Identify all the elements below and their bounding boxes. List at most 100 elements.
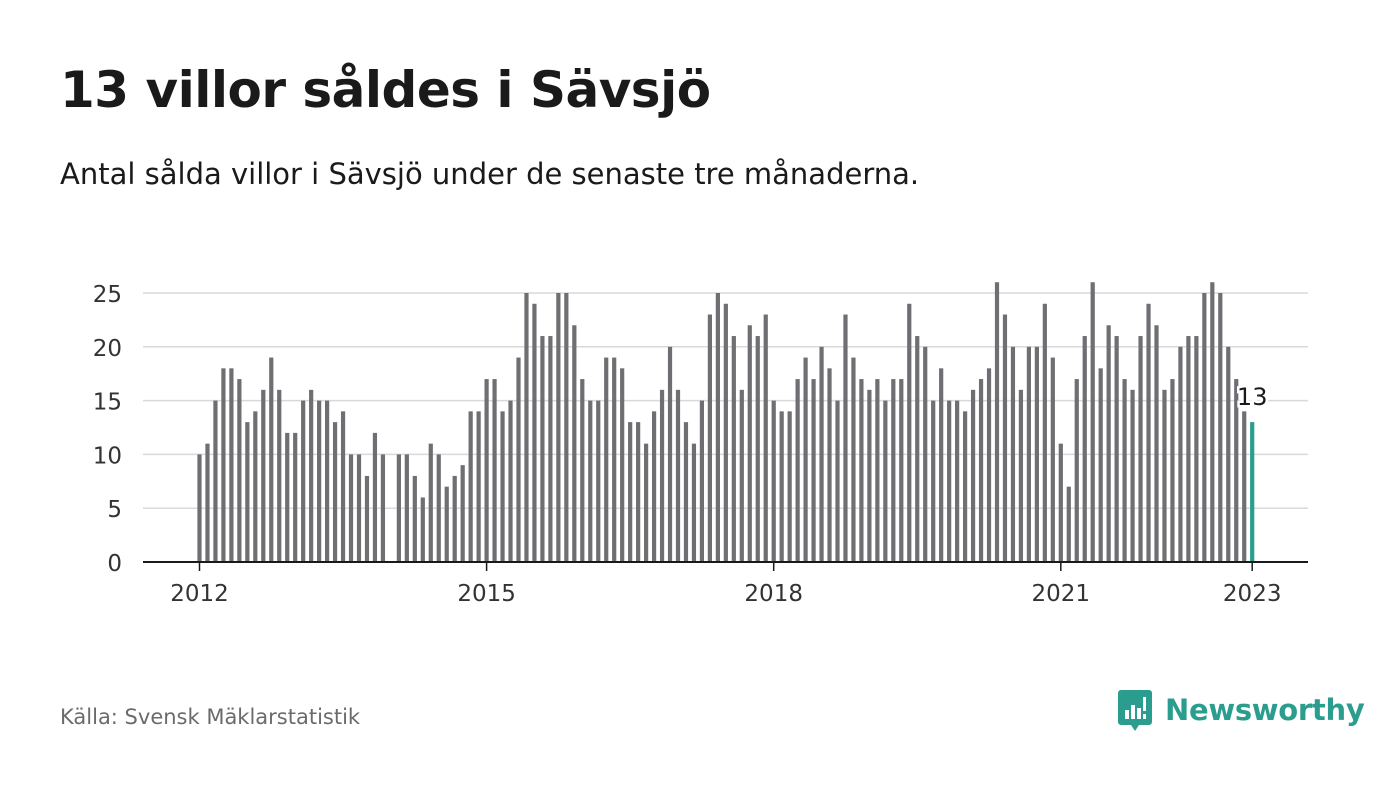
bar — [420, 497, 425, 562]
bar — [931, 400, 936, 562]
bar — [1026, 346, 1031, 562]
bar — [1066, 486, 1071, 562]
bar — [500, 411, 505, 562]
bar — [1218, 293, 1223, 562]
bar — [747, 325, 752, 562]
bar — [986, 368, 992, 562]
bar — [994, 282, 1000, 562]
bar — [628, 422, 633, 562]
bar — [667, 346, 673, 562]
bar — [372, 432, 378, 562]
bar — [309, 389, 314, 562]
bar — [380, 454, 386, 562]
bar — [604, 357, 609, 562]
bar — [197, 454, 202, 562]
bar — [691, 443, 697, 562]
bar — [364, 475, 370, 562]
axes: 0 5 10 15 20 25 2012 2015 2018 2021 2023 13 — [93, 282, 1308, 607]
bar — [1178, 346, 1183, 562]
bar — [1058, 443, 1063, 562]
bar — [1018, 389, 1024, 562]
bar — [580, 379, 585, 562]
bar — [1034, 346, 1039, 562]
bar — [340, 411, 346, 562]
bar — [508, 400, 513, 562]
bar — [1234, 379, 1239, 562]
bar — [1138, 336, 1143, 562]
bar — [1098, 368, 1103, 562]
bar — [572, 325, 577, 562]
bar — [907, 303, 912, 562]
bar — [277, 389, 282, 562]
bar — [1010, 346, 1016, 562]
bar — [1114, 336, 1119, 562]
chart-title: 13 villor såldes i Sävsjö — [60, 61, 711, 119]
bar — [651, 411, 657, 562]
bar — [803, 357, 808, 562]
bar — [245, 422, 250, 562]
bar — [970, 389, 976, 562]
bar — [1082, 336, 1087, 562]
bar — [332, 422, 338, 562]
bar — [205, 443, 210, 562]
bar — [348, 454, 354, 562]
bar — [285, 432, 290, 562]
bar — [261, 389, 266, 562]
bar — [739, 389, 744, 562]
bar — [923, 346, 928, 562]
bar — [963, 411, 968, 562]
bar — [436, 454, 441, 562]
bar — [468, 411, 473, 562]
bar — [452, 475, 457, 562]
bar — [659, 389, 665, 562]
x-tick-label: 2021 — [1032, 581, 1091, 607]
x-tick-label: 2012 — [170, 581, 229, 607]
x-tick-label: 2015 — [457, 581, 516, 607]
bar — [524, 293, 529, 562]
bar — [253, 411, 258, 562]
bar — [875, 379, 880, 562]
bar — [428, 443, 433, 562]
bar — [644, 443, 649, 562]
x-tick-label: 2023 — [1223, 581, 1282, 607]
last-value-label: 13 — [1237, 383, 1268, 411]
brand-logo[interactable]: Newsworthy — [1117, 688, 1365, 732]
bar — [269, 357, 274, 562]
bars — [197, 282, 1255, 562]
bar — [1202, 293, 1207, 562]
bar — [763, 314, 768, 562]
bar — [1042, 303, 1047, 562]
bar — [731, 336, 736, 562]
bar — [811, 379, 816, 562]
bar — [1210, 282, 1215, 562]
bar — [1226, 346, 1231, 562]
bar — [516, 357, 521, 562]
bar — [1194, 336, 1199, 562]
bar — [412, 475, 417, 562]
y-tick-label: 15 — [93, 390, 122, 416]
bar-highlight — [1250, 422, 1255, 562]
brand-name: Newsworthy — [1165, 693, 1365, 727]
bar — [1130, 389, 1135, 562]
y-tick-label: 20 — [93, 336, 122, 362]
bar — [213, 400, 218, 562]
source-note: Källa: Svensk Mäklarstatistik — [60, 705, 361, 729]
x-tick-label: 2018 — [744, 581, 803, 607]
bar — [835, 400, 840, 562]
bar — [1090, 282, 1095, 562]
bar — [939, 368, 944, 562]
bar — [755, 336, 760, 562]
bar — [819, 346, 824, 562]
bar — [1162, 389, 1167, 562]
bar — [787, 411, 792, 562]
bar — [683, 422, 689, 562]
bar — [229, 368, 234, 562]
bar — [1242, 411, 1247, 562]
y-tick-label: 5 — [107, 497, 122, 523]
bar — [1186, 336, 1191, 562]
bar — [779, 411, 784, 562]
newsworthy-logo-icon — [1118, 690, 1152, 731]
bar — [620, 368, 625, 562]
bar — [548, 336, 553, 562]
bar — [596, 400, 601, 562]
